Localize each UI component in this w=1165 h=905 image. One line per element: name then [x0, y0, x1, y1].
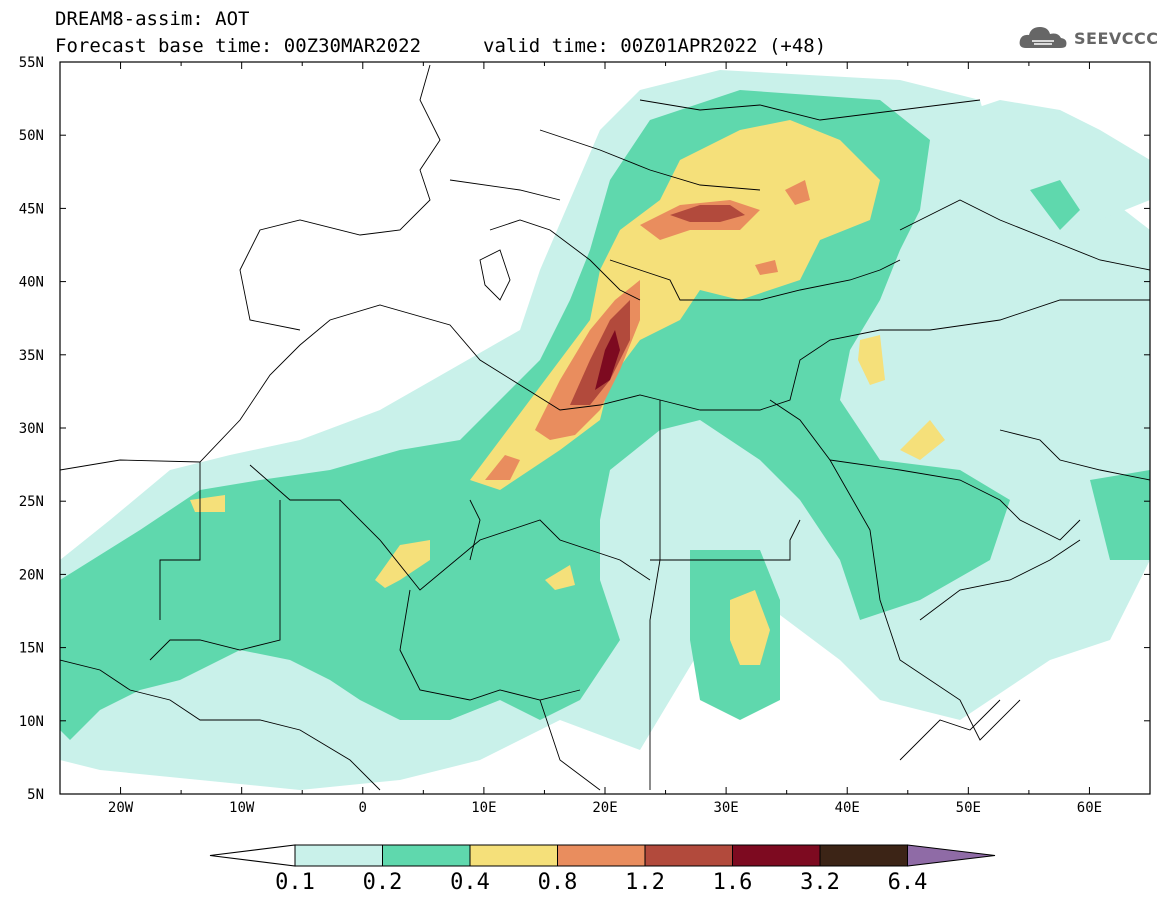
lon-label: 50E — [956, 800, 981, 816]
lat-label: 35N — [19, 348, 44, 364]
colorbar-box — [558, 845, 646, 866]
colorbar-box — [733, 845, 821, 866]
lat-label: 45N — [19, 201, 44, 217]
colorbar-over-triangle — [908, 845, 996, 866]
colorbar-box — [645, 845, 733, 866]
colorbar-box — [470, 845, 558, 866]
colorbar-label: 0.1 — [275, 870, 315, 895]
colorbar-label: 1.2 — [625, 870, 665, 895]
colorbar-label: 0.2 — [363, 870, 403, 895]
lat-label: 50N — [19, 128, 44, 144]
lon-label: 10W — [229, 800, 255, 816]
lon-label: 20W — [108, 800, 134, 816]
lon-label: 10E — [471, 800, 496, 816]
colorbar-box — [820, 845, 908, 866]
aot-contours — [60, 70, 1150, 790]
colorbar-label: 3.2 — [800, 870, 840, 895]
lat-label: 20N — [19, 567, 44, 583]
colorbar-label: 1.6 — [713, 870, 753, 895]
colorbar-under-triangle — [210, 845, 295, 866]
colorbar-label: 6.4 — [888, 870, 928, 895]
lon-label: 30E — [713, 800, 738, 816]
lat-label: 25N — [19, 494, 44, 510]
lon-label: 20E — [592, 800, 617, 816]
colorbar-label: 0.4 — [450, 870, 490, 895]
lat-label: 5N — [27, 787, 44, 803]
lon-label: 0 — [359, 800, 367, 816]
lat-label: 15N — [19, 641, 44, 657]
lon-label: 60E — [1077, 800, 1102, 816]
colorbar-box — [295, 845, 383, 866]
colorbar-label: 0.8 — [538, 870, 578, 895]
colorbar-box — [383, 845, 471, 866]
lat-label: 55N — [19, 55, 44, 71]
lat-label: 10N — [19, 714, 44, 730]
lat-label: 30N — [19, 421, 44, 437]
colorbar — [210, 845, 995, 866]
lat-label: 40N — [19, 275, 44, 291]
lon-label: 40E — [835, 800, 860, 816]
